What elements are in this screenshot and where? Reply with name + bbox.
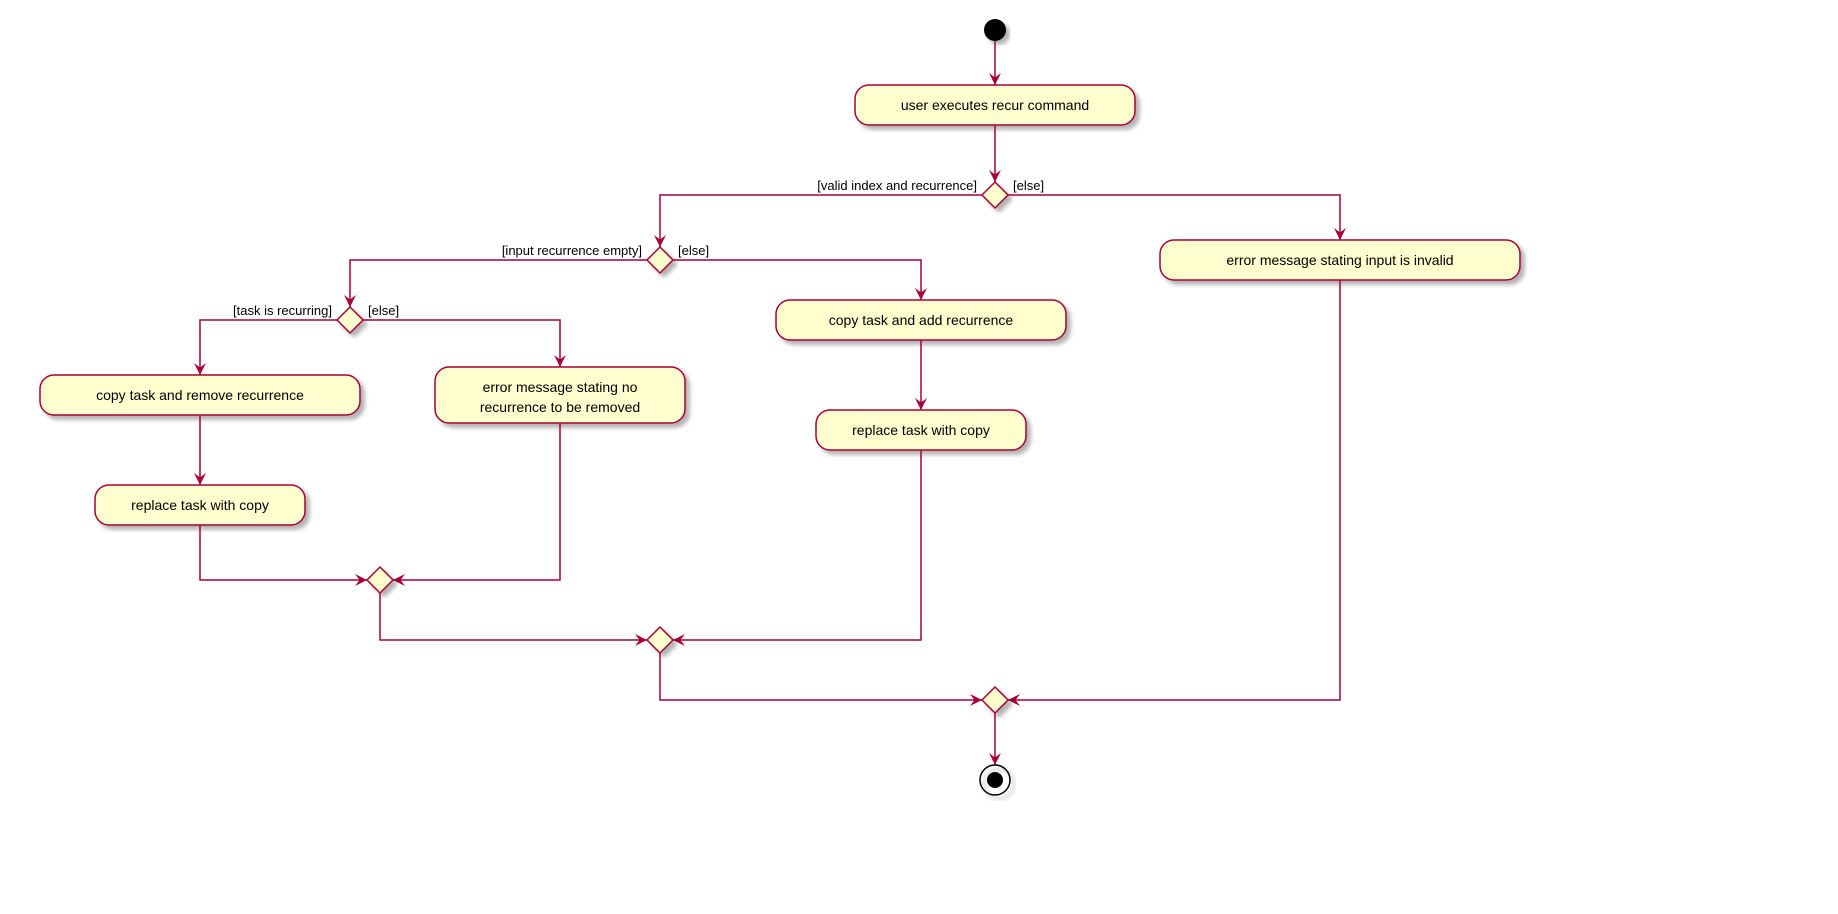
activity-replace-1-label: replace task with copy bbox=[131, 497, 269, 513]
flow-arrow bbox=[660, 653, 982, 700]
activity-error-invalid-label: error message stating input is invalid bbox=[1226, 252, 1453, 268]
activity-copy-add-label: copy task and add recurrence bbox=[829, 312, 1014, 328]
flow-arrow bbox=[200, 320, 337, 375]
flow-arrow bbox=[1008, 280, 1340, 700]
merge-3 bbox=[982, 687, 1008, 713]
activity-copy-remove-label: copy task and remove recurrence bbox=[96, 387, 304, 403]
decision-valid-index bbox=[982, 182, 1008, 208]
merge-1 bbox=[367, 567, 393, 593]
activity-replace-2-label: replace task with copy bbox=[852, 422, 990, 438]
guard-task-recurring: [task is recurring] bbox=[233, 303, 332, 318]
flow-arrow bbox=[673, 450, 921, 640]
guard-input-empty: [input recurrence empty] bbox=[502, 243, 642, 258]
activity-error-no-recurrence-label-2: recurrence to be removed bbox=[480, 399, 640, 415]
flow-arrow bbox=[1008, 195, 1340, 240]
activity-user-executes-label: user executes recur command bbox=[901, 97, 1089, 113]
flow-arrow bbox=[673, 260, 921, 300]
guard-valid-index: [valid index and recurrence] bbox=[817, 178, 977, 193]
flow-arrow bbox=[350, 260, 647, 307]
flow-arrow bbox=[660, 195, 982, 247]
guard-d2-else: [else] bbox=[678, 243, 709, 258]
end-node-inner bbox=[987, 772, 1003, 788]
start-node bbox=[984, 19, 1006, 41]
decision-task-recurring bbox=[337, 307, 363, 333]
activity-diagram: user executes recur command [valid index … bbox=[0, 0, 1838, 914]
flow-arrow bbox=[200, 525, 367, 580]
flow-arrow bbox=[363, 320, 560, 367]
activity-error-no-recurrence-label-1: error message stating no bbox=[483, 379, 638, 395]
flow-arrow bbox=[380, 593, 647, 640]
flow-arrow bbox=[393, 423, 560, 580]
guard-d1-else: [else] bbox=[1013, 178, 1044, 193]
guard-d3-else: [else] bbox=[368, 303, 399, 318]
decision-input-empty bbox=[647, 247, 673, 273]
merge-2 bbox=[647, 627, 673, 653]
